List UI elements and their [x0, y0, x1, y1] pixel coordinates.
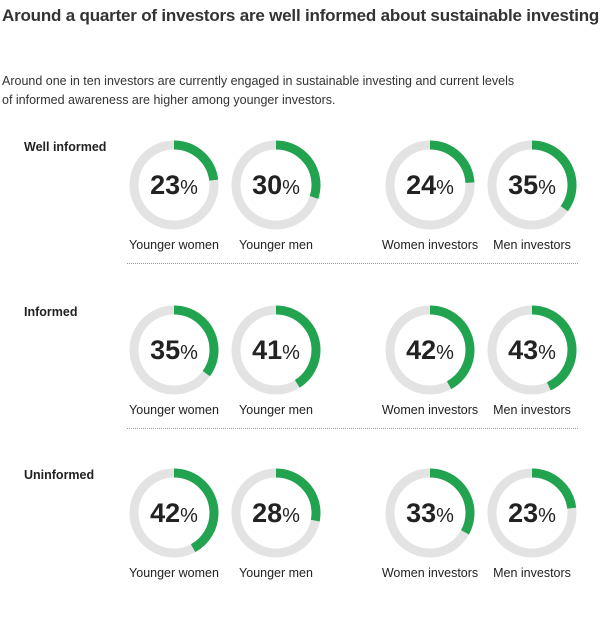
percent-label: 23% [487, 496, 577, 533]
percent-label: 43% [487, 333, 577, 370]
percent-value: 30 [252, 170, 283, 200]
donut-ring [129, 468, 219, 558]
chart-title: Around a quarter of investors are well i… [2, 6, 600, 25]
percent-value: 23 [508, 498, 539, 528]
donut-younger-men: 28% Younger men [221, 468, 331, 583]
percent-value: 42 [150, 498, 181, 528]
group-caption: Women investors [381, 566, 479, 580]
section-divider [127, 428, 578, 429]
percent-label: 35% [487, 168, 577, 205]
donut-value-arc [129, 140, 219, 230]
donut-ring [385, 468, 475, 558]
percent-label: 35% [129, 333, 219, 370]
percent-label: 30% [231, 168, 321, 205]
donut-value-arc [231, 305, 321, 395]
percent-value: 24 [406, 170, 437, 200]
donut-younger-women: 42% Younger women [119, 468, 229, 583]
percent-sign: % [180, 177, 198, 199]
donut-value-arc [231, 140, 321, 230]
percent-value: 41 [252, 335, 283, 365]
percent-sign: % [282, 505, 300, 527]
percent-sign: % [180, 505, 198, 527]
donut-value-arc [231, 468, 321, 558]
donut-ring [231, 305, 321, 395]
percent-label: 28% [231, 496, 321, 533]
percent-value: 42 [406, 335, 437, 365]
percent-label: 42% [129, 496, 219, 533]
donut-men-investors: 43% Men investors [477, 305, 587, 420]
donut-younger-women: 23% Younger women [119, 140, 229, 255]
section-well-informed: Well informed 23% Younger women 30% Younger … [0, 140, 600, 305]
group-caption: Men investors [493, 403, 571, 417]
percent-label: 33% [385, 496, 475, 533]
section-uninformed: Uninformed 42% Younger women 28% Younger men… [0, 468, 600, 633]
percent-sign: % [538, 342, 556, 364]
percent-sign: % [436, 342, 454, 364]
donut-men-investors: 23% Men investors [477, 468, 587, 583]
group-caption: Men investors [493, 238, 571, 252]
group-caption: Younger women [129, 403, 219, 417]
percent-value: 23 [150, 170, 181, 200]
donut-younger-women: 35% Younger women [119, 305, 229, 420]
percent-sign: % [538, 505, 556, 527]
percent-sign: % [282, 177, 300, 199]
section-informed: Informed 35% Younger women 41% Younger men 42… [0, 305, 600, 470]
percent-sign: % [538, 177, 556, 199]
group-caption: Women investors [381, 403, 479, 417]
chart-subtitle: Around one in ten investors are currentl… [2, 74, 515, 107]
donut-value-arc [385, 140, 475, 230]
donut-younger-men: 30% Younger men [221, 140, 331, 255]
percent-sign: % [180, 342, 198, 364]
donut-value-arc [487, 305, 577, 395]
group-caption: Younger women [129, 238, 219, 252]
donut-younger-men: 41% Younger men [221, 305, 331, 420]
percent-label: 41% [231, 333, 321, 370]
donut-value-arc [129, 468, 219, 558]
donut-ring [385, 140, 475, 230]
group-caption: Younger men [239, 403, 313, 417]
donut-men-investors: 35% Men investors [477, 140, 587, 255]
percent-value: 35 [508, 170, 539, 200]
section-label: Uninformed [24, 468, 95, 482]
donut-value-arc [385, 305, 475, 395]
group-caption: Men investors [493, 566, 571, 580]
donut-ring [129, 305, 219, 395]
group-caption: Younger men [239, 566, 313, 580]
donut-ring [385, 305, 475, 395]
section-label: Informed [24, 305, 78, 319]
donut-value-arc [487, 468, 577, 558]
group-caption: Younger women [129, 566, 219, 580]
percent-value: 33 [406, 498, 437, 528]
percent-value: 43 [508, 335, 539, 365]
donut-women-investors: 24% Women investors [375, 140, 485, 255]
donut-ring [129, 140, 219, 230]
percent-label: 23% [129, 168, 219, 205]
donut-value-arc [129, 305, 219, 395]
section-label: Well informed [24, 140, 107, 154]
donut-value-arc [385, 468, 475, 558]
donut-ring [487, 140, 577, 230]
donut-ring [231, 468, 321, 558]
percent-label: 24% [385, 168, 475, 205]
donut-ring [487, 468, 577, 558]
donut-women-investors: 42% Women investors [375, 305, 485, 420]
percent-value: 35 [150, 335, 181, 365]
percent-sign: % [282, 342, 300, 364]
donut-ring [231, 140, 321, 230]
section-divider [127, 263, 578, 264]
percent-sign: % [436, 505, 454, 527]
group-caption: Younger men [239, 238, 313, 252]
percent-sign: % [436, 177, 454, 199]
group-caption: Women investors [381, 238, 479, 252]
donut-women-investors: 33% Women investors [375, 468, 485, 583]
percent-value: 28 [252, 498, 283, 528]
donut-ring [487, 305, 577, 395]
percent-label: 42% [385, 333, 475, 370]
donut-value-arc [487, 140, 577, 230]
